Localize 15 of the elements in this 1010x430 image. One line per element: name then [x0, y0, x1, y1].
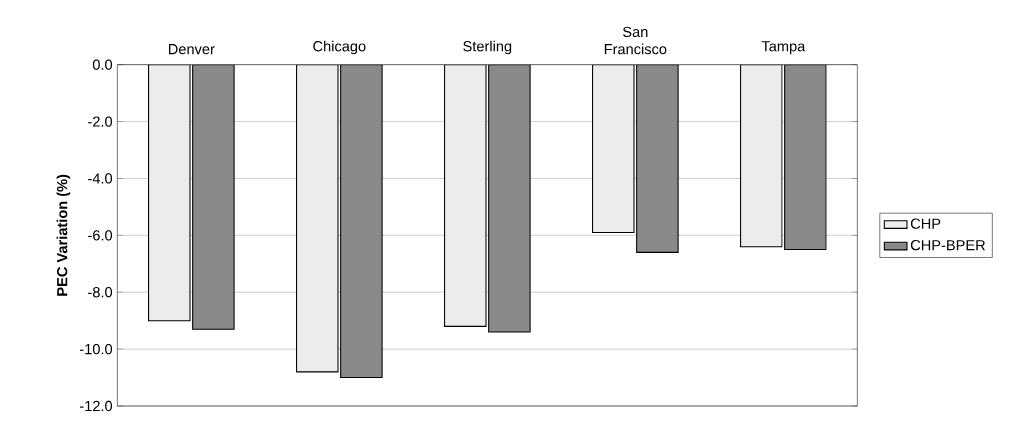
- x-tick-label: Tampa: [761, 41, 806, 55]
- y-tick-label: -6.0: [88, 230, 113, 241]
- legend-label: CHP: [910, 218, 941, 229]
- x-tick-label: Denver: [168, 44, 215, 55]
- x-tick-label: Sterling: [463, 40, 512, 55]
- y-tick-label: -12.0: [79, 400, 113, 412]
- y-tick-label: -2.0: [88, 116, 113, 127]
- x-tick-label: Chicago: [313, 40, 366, 55]
- x-tick-label: San Francisco: [604, 26, 667, 55]
- y-axis-title: PEC Variation (%): [56, 174, 71, 296]
- y-tick-label: -10.0: [79, 343, 113, 355]
- y-tick-label: -8.0: [88, 287, 113, 298]
- legend-label: CHP-BPER: [910, 240, 986, 251]
- y-tick-label: 0.0: [92, 59, 113, 70]
- y-tick-label: -4.0: [88, 173, 113, 184]
